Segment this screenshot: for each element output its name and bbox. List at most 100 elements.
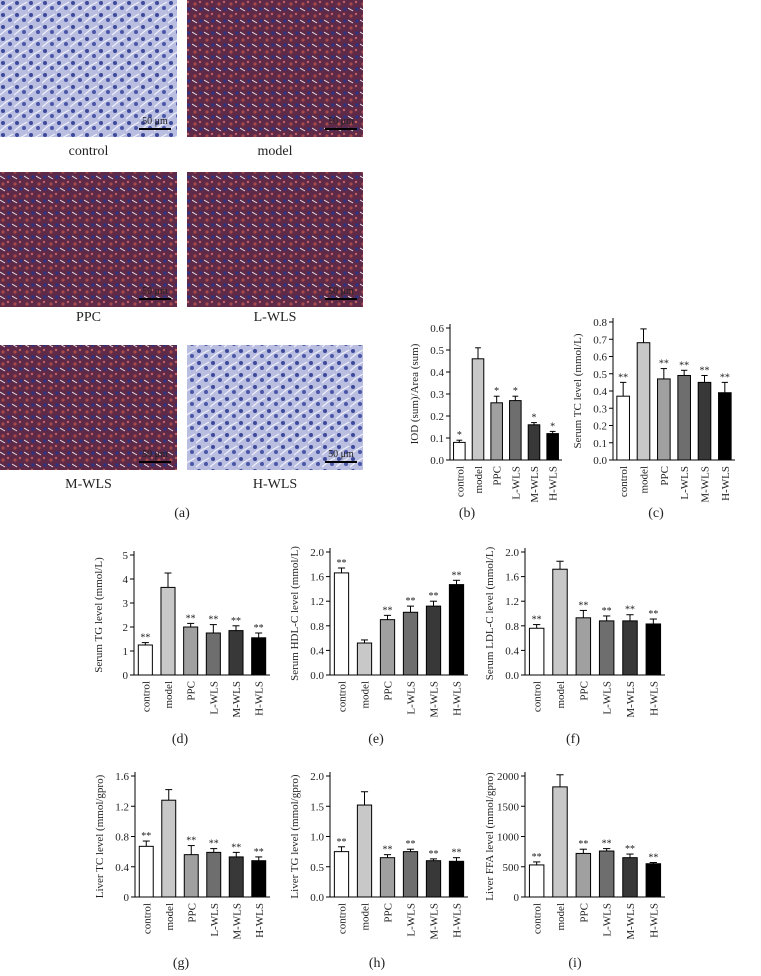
micrograph bbox=[0, 0, 177, 137]
x-tick-label: L-WLS bbox=[679, 466, 691, 500]
bar bbox=[206, 851, 222, 898]
bar bbox=[677, 374, 691, 461]
bar bbox=[598, 620, 615, 676]
bar bbox=[453, 441, 466, 461]
y-tick-label: 0.4 bbox=[115, 862, 129, 874]
image-label: M-WLS bbox=[65, 477, 112, 492]
y-axis-label: Serum HDL-C level (mmol/L) bbox=[289, 546, 301, 681]
bar bbox=[333, 851, 350, 898]
x-tick-label: L-WLS bbox=[602, 681, 614, 715]
panel-caption: (f) bbox=[566, 732, 580, 747]
x-tick-label: control bbox=[337, 903, 349, 934]
x-tick-label: L-WLS bbox=[209, 903, 221, 937]
x-tick-label: PPC bbox=[659, 466, 671, 486]
bar bbox=[425, 605, 442, 676]
significance: ** bbox=[602, 839, 612, 850]
bar bbox=[645, 863, 662, 898]
x-tick-label: L-WLS bbox=[406, 903, 418, 937]
bar bbox=[356, 642, 373, 676]
significance: ** bbox=[452, 848, 462, 859]
significance: ** bbox=[406, 596, 416, 607]
scale-label: 50 μm bbox=[142, 449, 168, 460]
bar bbox=[138, 845, 154, 898]
bar bbox=[251, 637, 267, 676]
significance: * bbox=[494, 386, 499, 397]
bar bbox=[448, 584, 465, 676]
x-tick-label: L-WLS bbox=[602, 903, 614, 937]
bar bbox=[490, 402, 503, 461]
x-tick-label: M-WLS bbox=[529, 466, 541, 503]
significance: ** bbox=[720, 372, 730, 383]
significance: ** bbox=[618, 372, 628, 383]
y-tick-label: 0.0 bbox=[310, 892, 324, 904]
x-tick-label: control bbox=[141, 903, 153, 934]
x-tick-label: model bbox=[164, 903, 176, 931]
x-tick-label: control bbox=[140, 681, 152, 712]
y-axis-label: Serum TG level (mmol/L) bbox=[93, 557, 105, 673]
y-tick-label: 4 bbox=[123, 574, 129, 586]
significance: * bbox=[532, 413, 537, 424]
x-tick-label: control bbox=[454, 466, 466, 497]
axis-line bbox=[524, 772, 665, 898]
scale-label: 50 μm bbox=[328, 116, 354, 127]
y-axis-label: IOD (sum)/Area (sum) bbox=[409, 343, 421, 444]
bar bbox=[379, 619, 396, 676]
y-tick-label: 0.0 bbox=[505, 670, 519, 682]
x-tick-label: L-WLS bbox=[208, 681, 220, 715]
significance: * bbox=[550, 421, 555, 432]
x-tick-label: control bbox=[532, 903, 544, 934]
y-tick-label: 1.2 bbox=[310, 596, 324, 608]
significance: ** bbox=[429, 849, 439, 860]
x-tick-label: PPC bbox=[383, 903, 395, 923]
x-tick-label: L-WLS bbox=[406, 681, 418, 715]
image-label: L-WLS bbox=[254, 310, 297, 325]
y-tick-label: 0.4 bbox=[310, 645, 324, 657]
x-tick-label: H-WLS bbox=[452, 903, 464, 938]
significance: ** bbox=[209, 839, 219, 850]
panel-caption: (b) bbox=[459, 506, 476, 521]
x-tick-label: H-WLS bbox=[648, 903, 660, 938]
image-label: H-WLS bbox=[253, 477, 297, 492]
x-tick-label: H-WLS bbox=[254, 903, 266, 938]
image-label: control bbox=[69, 144, 109, 159]
significance: ** bbox=[700, 365, 710, 376]
y-axis-label: Liver TC level (mmol/gpro) bbox=[94, 774, 106, 898]
significance: ** bbox=[406, 839, 416, 850]
micrograph bbox=[187, 0, 363, 137]
bar bbox=[205, 632, 221, 676]
x-tick-label: M-WLS bbox=[700, 466, 712, 503]
bar bbox=[622, 857, 638, 898]
y-tick-label: 0 bbox=[124, 892, 130, 904]
significance: ** bbox=[648, 853, 658, 864]
significance: ** bbox=[186, 613, 196, 624]
bar bbox=[552, 568, 568, 676]
significance: ** bbox=[578, 600, 588, 611]
significance: ** bbox=[625, 605, 635, 616]
significance: ** bbox=[429, 591, 439, 602]
y-tick-label: 2.0 bbox=[310, 771, 324, 783]
x-tick-label: PPC bbox=[578, 903, 590, 923]
x-tick-label: PPC bbox=[492, 466, 504, 486]
x-tick-label: PPC bbox=[186, 681, 198, 701]
bar bbox=[402, 611, 419, 676]
bar bbox=[546, 433, 559, 461]
y-tick-label: 0.8 bbox=[310, 621, 324, 633]
significance: ** bbox=[625, 844, 635, 855]
y-axis-label: Serum TC level (mmol/L) bbox=[572, 333, 584, 448]
y-tick-label: 1.2 bbox=[115, 801, 129, 813]
axis-line bbox=[524, 548, 665, 676]
significance: ** bbox=[532, 852, 542, 863]
x-tick-label: M-WLS bbox=[429, 681, 441, 718]
bar bbox=[251, 860, 267, 898]
y-tick-label: 0.8 bbox=[593, 317, 607, 329]
significance: ** bbox=[140, 633, 150, 644]
x-tick-label: M-WLS bbox=[231, 903, 243, 940]
micrograph bbox=[187, 345, 363, 470]
bar bbox=[379, 857, 396, 898]
bar bbox=[448, 860, 465, 898]
significance: ** bbox=[337, 558, 347, 569]
bar bbox=[471, 358, 485, 461]
significance: ** bbox=[231, 616, 241, 627]
y-tick-label: 0.4 bbox=[593, 386, 607, 398]
y-tick-label: 1.5 bbox=[310, 801, 324, 813]
